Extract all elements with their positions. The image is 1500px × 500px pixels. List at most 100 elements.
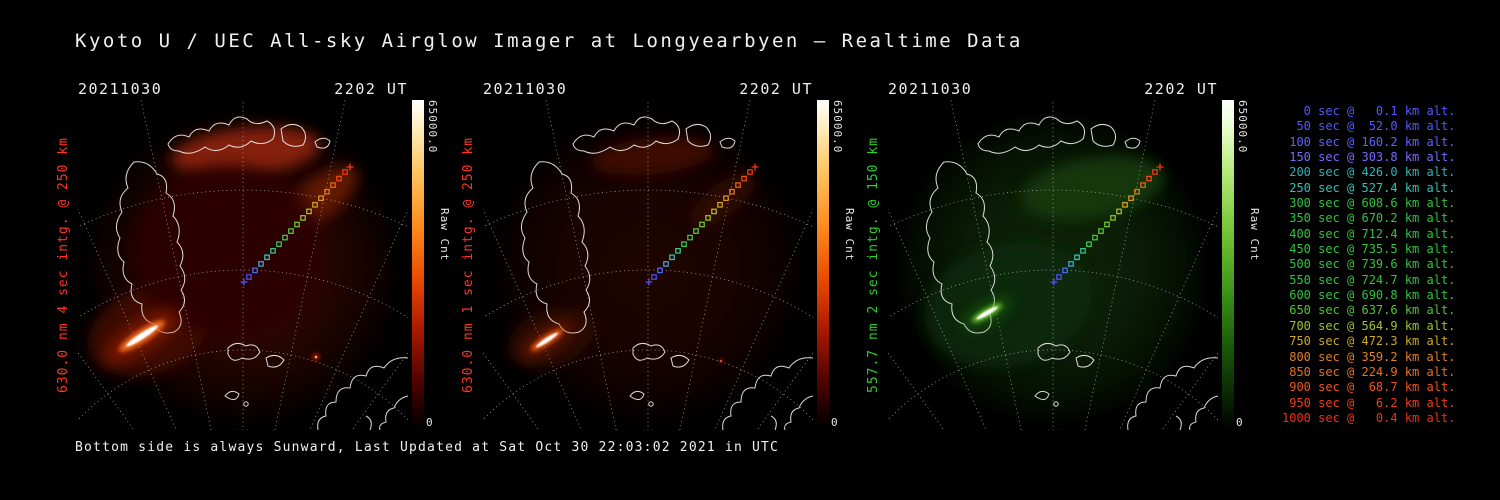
trajectory-point <box>729 188 735 195</box>
trajectory-point <box>723 195 729 202</box>
trajectory-point <box>1128 195 1134 202</box>
colorbar-unit-label: Raw Cnt <box>438 208 451 262</box>
trajectory-point <box>294 221 300 228</box>
colorbar <box>817 100 829 430</box>
trajectory-point <box>663 261 669 267</box>
trajectory-point <box>711 208 717 215</box>
colorbar-max-label: 65000.0 <box>1236 100 1249 154</box>
trajectory-point <box>324 188 330 195</box>
aurora-streak <box>104 308 180 364</box>
trajectory-point <box>687 234 693 241</box>
colorbar-min-label: 0 <box>831 416 838 429</box>
legend-entry: 500 sec @ 739.6 km alt. <box>1282 257 1456 272</box>
trajectory-point <box>1104 221 1110 228</box>
panel-header: 20211030 2202 UT <box>888 80 1218 98</box>
trajectory-point <box>1134 188 1140 195</box>
colorbar-min-label: 0 <box>426 416 433 429</box>
panel-time: 2202 UT <box>334 80 408 98</box>
panel-date: 20211030 <box>888 80 973 98</box>
legend-entry: 950 sec @ 6.2 km alt. <box>1282 395 1456 410</box>
colorbar <box>1222 100 1234 430</box>
trajectory-legend: 0 sec @ 0.1 km alt. 50 sec @ 52.0 km alt… <box>1282 104 1455 426</box>
allsky-image-630-4sec <box>78 100 408 430</box>
trajectory-point <box>1074 254 1080 261</box>
trajectory-start-marker <box>240 278 248 286</box>
legend-entry: 400 sec @ 712.4 km alt. <box>1282 226 1456 241</box>
trajectory-point <box>651 274 657 280</box>
trajectory-point <box>1068 261 1074 267</box>
trajectory-point <box>300 215 306 221</box>
trajectory-point <box>693 228 699 234</box>
coastlines <box>116 116 408 430</box>
panel-time: 2202 UT <box>739 80 813 98</box>
trajectory-point <box>306 208 312 215</box>
trajectory-point <box>312 201 318 208</box>
panel-date: 20211030 <box>78 80 163 98</box>
trajectory-point <box>1056 274 1062 280</box>
trajectory-point <box>246 274 252 280</box>
legend-entry: 750 sec @ 472.3 km alt. <box>1282 334 1456 349</box>
trajectory-point <box>252 267 258 274</box>
bright-spot <box>312 353 320 361</box>
trajectory-point <box>264 254 270 261</box>
trajectory-point <box>1086 241 1092 248</box>
trajectory-point <box>699 221 705 228</box>
legend-entry: 600 sec @ 690.8 km alt. <box>1282 288 1456 303</box>
legend-entry: 200 sec @ 426.0 km alt. <box>1282 165 1456 180</box>
map-grid <box>483 100 813 430</box>
trajectory-track <box>645 163 759 286</box>
panel-header: 20211030 2202 UT <box>483 80 813 98</box>
colorbar <box>412 100 424 430</box>
trajectory-track <box>240 163 354 286</box>
legend-entry: 50 sec @ 52.0 km alt. <box>1282 119 1456 134</box>
map-grid <box>888 100 1218 430</box>
trajectory-point <box>270 247 276 254</box>
legend-entry: 350 sec @ 670.2 km alt. <box>1282 211 1456 226</box>
trajectory-point <box>1062 267 1068 274</box>
trajectory-point <box>342 169 348 175</box>
trajectory-point <box>1122 201 1128 208</box>
trajectory-start-marker <box>1050 278 1058 286</box>
legend-entry: 250 sec @ 527.4 km alt. <box>1282 180 1456 195</box>
trajectory-point <box>1152 169 1158 175</box>
panel-557nm-2sec: 20211030 2202 UT 557.7 nm 2 sec intg. @ … <box>862 80 1262 460</box>
trajectory-start-marker <box>645 278 653 286</box>
colorbar-min-label: 0 <box>1236 416 1243 429</box>
aurora-streak <box>962 296 1012 330</box>
trajectory-point <box>669 254 675 261</box>
trajectory-point <box>675 247 681 254</box>
allsky-image-557-2sec <box>888 100 1218 430</box>
legend-entry: 550 sec @ 724.7 km alt. <box>1282 272 1456 287</box>
colorbar-max-label: 65000.0 <box>426 100 439 154</box>
colorbar-unit-label: Raw Cnt <box>1248 208 1261 262</box>
wavelength-label: 557.7 nm 2 sec intg. @ 150 km <box>866 137 881 393</box>
panel-630nm-4sec: 20211030 2202 UT 630.0 nm 4 sec intg. @ … <box>52 80 452 460</box>
legend-entry: 1000 sec @ 0.4 km alt. <box>1282 410 1456 425</box>
legend-entry: 150 sec @ 303.8 km alt. <box>1282 150 1456 165</box>
panel-time: 2202 UT <box>1144 80 1218 98</box>
trajectory-point <box>1146 175 1152 182</box>
trajectory-point <box>681 241 687 248</box>
legend-entry: 700 sec @ 564.9 km alt. <box>1282 318 1456 333</box>
trajectory-point <box>1140 182 1146 188</box>
trajectory-track <box>1050 163 1164 286</box>
panel-header: 20211030 2202 UT <box>78 80 408 98</box>
panel-date: 20211030 <box>483 80 568 98</box>
panel-630nm-1sec: 20211030 2202 UT 630.0 nm 1 sec intg. @ … <box>457 80 857 460</box>
legend-entry: 900 sec @ 68.7 km alt. <box>1282 380 1456 395</box>
legend-entry: 0 sec @ 0.1 km alt. <box>1282 104 1456 118</box>
trajectory-point <box>282 234 288 241</box>
legend-entry: 800 sec @ 359.2 km alt. <box>1282 349 1456 364</box>
legend-entry: 450 sec @ 735.5 km alt. <box>1282 242 1456 257</box>
trajectory-point <box>288 228 294 234</box>
trajectory-point <box>336 175 342 182</box>
trajectory-point <box>741 175 747 182</box>
footer-status: Bottom side is always Sunward, Last Upda… <box>75 440 780 455</box>
wavelength-label: 630.0 nm 1 sec intg. @ 250 km <box>461 137 476 393</box>
trajectory-point <box>747 169 753 175</box>
legend-entry: 300 sec @ 608.6 km alt. <box>1282 196 1456 211</box>
trajectory-point <box>735 182 741 188</box>
trajectory-point <box>657 267 663 274</box>
coastlines <box>521 116 813 430</box>
